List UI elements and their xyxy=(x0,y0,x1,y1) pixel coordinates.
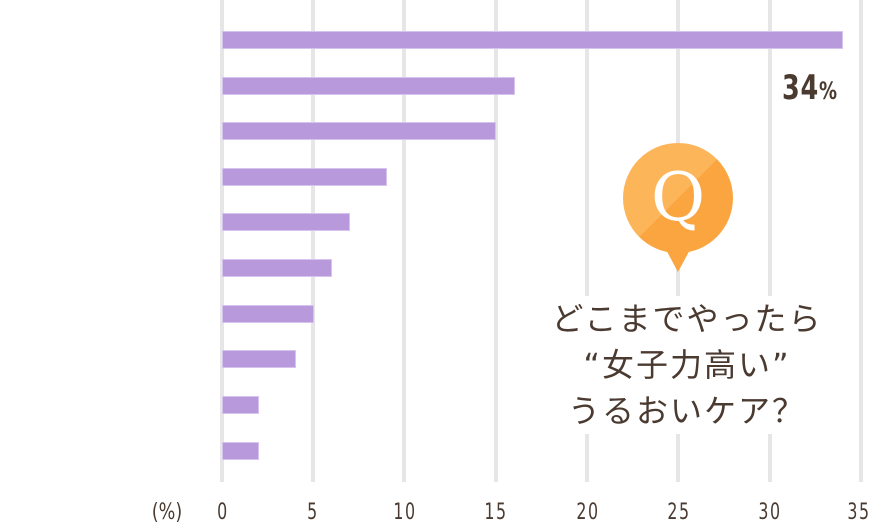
bar xyxy=(222,31,843,49)
bar xyxy=(222,350,296,368)
question-text: どこまでやったら “女子力高い” うるおいケア？ xyxy=(512,296,862,434)
grid-line-0 xyxy=(220,0,224,482)
x-tick: 30 xyxy=(758,500,782,525)
top-value-label: 34% xyxy=(782,68,838,108)
bar xyxy=(222,213,350,231)
bar xyxy=(222,77,515,95)
top-value-unit: % xyxy=(818,77,838,105)
top-value-number: 34 xyxy=(782,68,819,108)
x-tick: 10 xyxy=(393,500,417,525)
grid-line-20 xyxy=(585,0,589,482)
grid-line-5 xyxy=(311,0,315,482)
bar xyxy=(222,122,496,140)
bar xyxy=(222,396,259,414)
question-line-2: “女子力高い” xyxy=(579,342,795,388)
x-tick: 25 xyxy=(667,500,691,525)
x-tick: 5 xyxy=(307,500,319,525)
x-tick: 15 xyxy=(484,500,508,525)
question-line-1: どこまでやったら xyxy=(547,296,827,342)
q-letter: Q xyxy=(651,159,705,236)
bar xyxy=(222,305,314,323)
x-tick: 35 xyxy=(847,500,871,525)
bar xyxy=(222,259,332,277)
axis-unit-label: (%) xyxy=(151,500,183,525)
grid-line-30 xyxy=(768,0,772,482)
q-speech-bubble-icon: Q xyxy=(623,143,733,272)
question-line-3: うるおいケア？ xyxy=(563,388,810,434)
grid-line-35 xyxy=(859,0,863,482)
x-tick: 0 xyxy=(217,500,229,525)
grid-line-10 xyxy=(402,0,406,482)
bar xyxy=(222,442,259,460)
bar xyxy=(222,168,387,186)
grid-line-15 xyxy=(494,0,498,482)
x-tick: 20 xyxy=(576,500,600,525)
